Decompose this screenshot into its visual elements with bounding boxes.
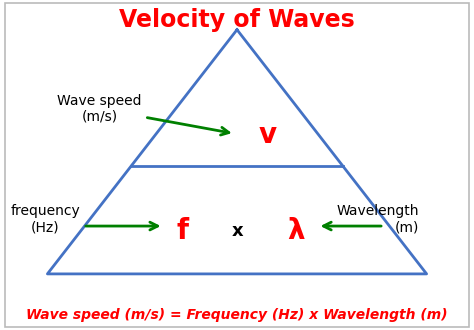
Text: f: f	[176, 217, 189, 245]
Text: x: x	[232, 222, 244, 240]
Text: frequency
(Hz): frequency (Hz)	[10, 204, 80, 235]
Text: Wave speed (m/s) = Frequency (Hz) x Wavelength (m): Wave speed (m/s) = Frequency (Hz) x Wave…	[26, 308, 448, 322]
Text: v: v	[259, 121, 277, 149]
Text: λ: λ	[288, 217, 305, 245]
Text: Wavelength
(m): Wavelength (m)	[337, 204, 419, 235]
Text: Velocity of Waves: Velocity of Waves	[119, 8, 355, 32]
Text: Wave speed
(m/s): Wave speed (m/s)	[57, 94, 142, 124]
